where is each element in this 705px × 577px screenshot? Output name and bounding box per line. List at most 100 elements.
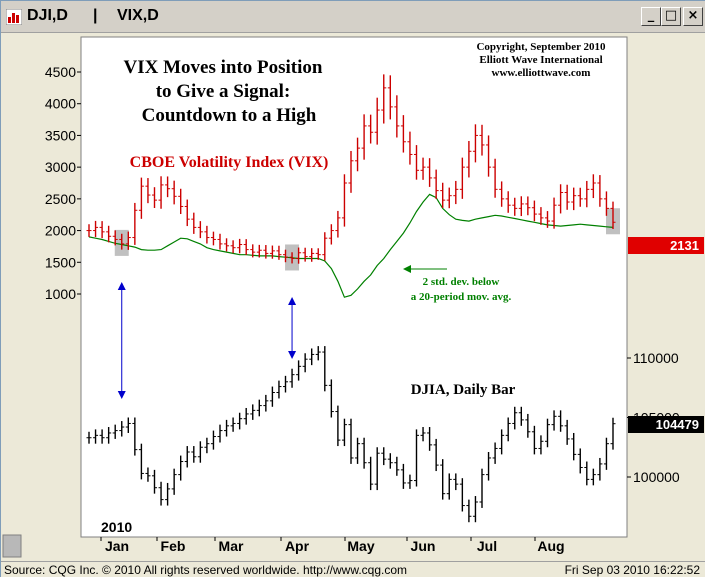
djia-bar	[237, 412, 243, 430]
vix-bar	[486, 135, 492, 177]
djia-series-label: DJIA, Daily Bar	[411, 382, 516, 398]
djia-bar	[217, 424, 223, 443]
djia-bar	[394, 456, 400, 476]
djia-bar	[256, 399, 262, 417]
djia-bar	[99, 429, 105, 444]
vix-bar	[387, 75, 393, 120]
title-bar[interactable]: DJI,D | VIX,D _ □ ×	[1, 1, 705, 33]
djia-bar	[374, 447, 380, 491]
vix-bar	[499, 181, 505, 207]
djia-bar	[486, 452, 492, 481]
vix-bar	[119, 233, 125, 250]
djia-bar	[119, 421, 125, 437]
month-axis: Jan Feb Mar Apr May Jun Jul Aug	[100, 537, 565, 554]
djia-bar	[479, 468, 485, 508]
djia-tick-label: 110000	[633, 350, 679, 366]
vix-bar	[446, 187, 452, 209]
djia-bar	[414, 429, 419, 487]
vix-bar	[368, 114, 374, 144]
close-button[interactable]: ×	[683, 7, 703, 26]
djia-bar	[381, 447, 387, 466]
vix-bar	[420, 157, 426, 180]
djia-tick-label: 100000	[633, 469, 680, 485]
vix-tick-label: 1000	[45, 286, 76, 302]
vix-bar	[597, 175, 603, 207]
vix-bar	[217, 233, 223, 250]
vix-bar	[433, 169, 439, 199]
djia-bar	[224, 419, 230, 437]
djia-bar	[387, 453, 393, 469]
djia-bar	[545, 418, 550, 448]
vix-bar	[427, 158, 433, 187]
djia-bar	[132, 417, 138, 456]
djia-bar	[145, 467, 151, 482]
copyright-line-3: www.elliottwave.com	[492, 67, 591, 79]
vix-bar	[348, 150, 354, 193]
vix-tick-label: 1500	[45, 254, 76, 270]
vix-series-label: CBOE Volatility Index (VIX)	[130, 154, 329, 171]
djia-bar	[603, 437, 609, 470]
vix-bar	[335, 210, 341, 238]
vix-bar	[512, 197, 518, 216]
chart-title-line-1: VIX Moves into Position	[124, 57, 323, 78]
symbol-dji-label: DJI,D	[27, 7, 68, 24]
djia-bar	[407, 474, 413, 489]
vix-bar	[269, 245, 275, 259]
scroll-handle[interactable]	[2, 534, 22, 558]
djia-bar	[296, 360, 302, 381]
vix-bar	[558, 184, 564, 214]
month-label-apr: Apr	[285, 538, 310, 554]
djia-bar	[610, 417, 616, 450]
vix-bar	[302, 247, 308, 262]
djia-bar	[538, 435, 544, 455]
djia-bar	[158, 481, 164, 506]
djia-bar	[427, 427, 433, 451]
vix-tick-label: 3000	[45, 159, 76, 175]
copyright-line-2: Elliott Wave International	[479, 54, 602, 66]
djia-bar	[518, 406, 524, 426]
vix-bar	[355, 137, 361, 172]
djia-bar	[289, 368, 295, 388]
symbol-vix-label: VIX,D	[117, 7, 159, 24]
vix-bar	[191, 212, 197, 234]
month-label-jul: Jul	[477, 538, 497, 554]
djia-bar	[86, 431, 92, 444]
vix-bar	[492, 158, 498, 198]
djia-bar	[590, 468, 596, 486]
signal-marker	[117, 282, 126, 399]
djia-bar	[309, 348, 315, 366]
djia-bar	[420, 427, 426, 442]
djia-bar	[472, 496, 478, 523]
djia-bar	[361, 437, 367, 469]
maximize-button[interactable]: □	[661, 7, 681, 26]
vix-bar	[309, 248, 315, 262]
vix-bar	[531, 200, 537, 222]
vix-bar	[224, 238, 230, 252]
vix-bar	[138, 177, 144, 219]
vix-bar	[394, 95, 400, 138]
band-annotation-arrow	[403, 265, 447, 273]
djia-bar	[93, 429, 99, 444]
djia-bar	[355, 437, 361, 464]
djia-bar	[577, 448, 583, 474]
vix-bar	[453, 180, 459, 205]
djia-bar	[368, 456, 374, 491]
year-label: 2010	[101, 519, 132, 535]
signal-markers	[117, 282, 297, 399]
djia-bar	[328, 379, 334, 418]
vix-bar	[152, 187, 157, 208]
vix-bar	[328, 224, 334, 245]
djia-bar	[106, 427, 112, 444]
vix-bar	[564, 184, 570, 210]
vix-bar	[472, 124, 478, 163]
djia-bar	[400, 463, 406, 489]
status-timestamp: Fri Sep 03 2010 16:22:52	[564, 563, 700, 577]
vix-tick-label: 3500	[45, 127, 76, 143]
vix-bar	[93, 220, 99, 238]
vix-bar	[263, 245, 269, 259]
last-vix-flag: 2131	[628, 237, 704, 254]
last-djia-flag: 104479	[628, 416, 704, 433]
minimize-button[interactable]: _	[641, 7, 661, 26]
band-annotation-line-2: a 20-period mov. avg.	[411, 291, 512, 303]
chart-title-line-2: to Give a Signal:	[156, 81, 291, 102]
